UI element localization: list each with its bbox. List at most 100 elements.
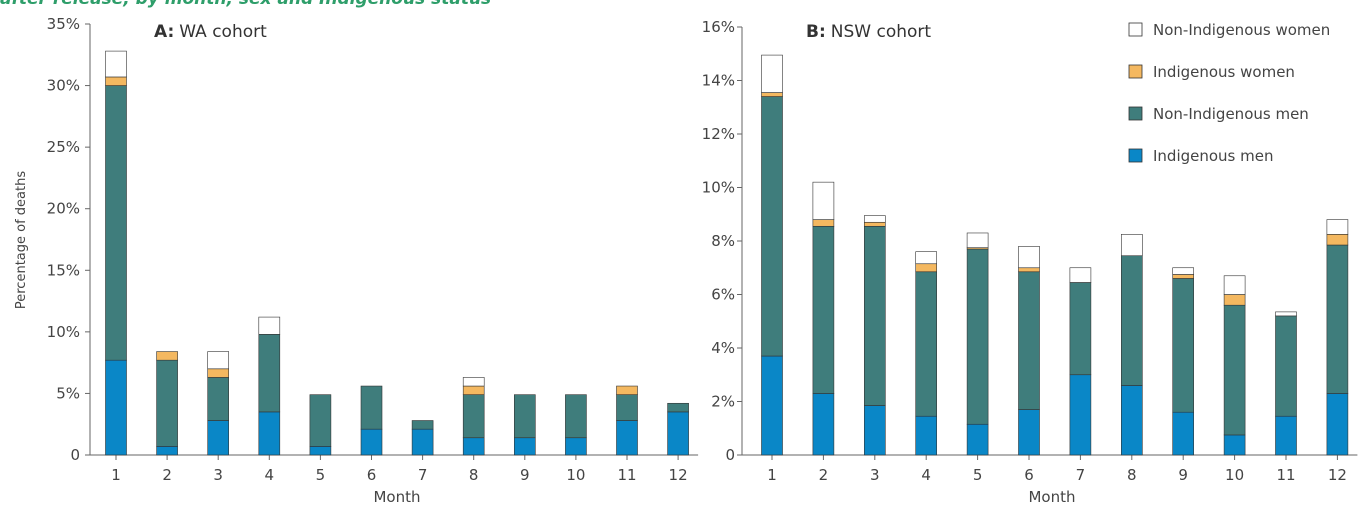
bar-segment-indigenous-women [156, 351, 178, 361]
bar-segment-indigenous-men [105, 359, 127, 456]
bar-segment-indigenous-women [1223, 294, 1246, 306]
x-tick-label-a: 1 [111, 466, 121, 484]
bar-segment-indigenous-men [616, 420, 638, 456]
bar-segment-non-indigenous-women [1326, 219, 1349, 235]
x-tick-label-b: 5 [973, 466, 983, 484]
bar-segment-non-indigenous-men [565, 394, 587, 439]
bar-segment-non-indigenous-men [513, 394, 536, 439]
bar-segment-non-indigenous-men [258, 334, 281, 413]
x-tick-label-b: 8 [1127, 466, 1137, 484]
bar-segment-non-indigenous-men [761, 96, 783, 357]
bar-segment-non-indigenous-women [462, 377, 485, 387]
bar-segment-indigenous-men [309, 446, 332, 456]
bar-segment-non-indigenous-men [207, 377, 229, 421]
bar-segment-non-indigenous-men [1172, 278, 1194, 413]
legend-label: Indigenous women [1153, 63, 1295, 81]
y-tick-label-a: 20% [47, 200, 80, 218]
panel-a-name: WA cohort [179, 22, 267, 42]
y-tick-label-a: 0 [70, 446, 80, 464]
bar-segment-non-indigenous-men [462, 394, 485, 439]
x-tick-label-b: 7 [1076, 466, 1086, 484]
x-tick-label-b: 6 [1024, 466, 1034, 484]
x-tick-label-a: 10 [566, 466, 585, 484]
legend-swatch-indigenous-women [1128, 64, 1143, 79]
bar-segment-indigenous-men [1069, 374, 1092, 456]
bar-segment-non-indigenous-men [915, 271, 938, 417]
bar-segment-indigenous-men [462, 437, 485, 456]
bar-segment-indigenous-men [863, 405, 886, 456]
bar-segment-indigenous-women [1172, 274, 1194, 279]
bar-segment-indigenous-men [207, 420, 229, 456]
bar-segment-indigenous-men [1223, 434, 1246, 456]
x-tick-label-b: 3 [870, 466, 880, 484]
x-axis-label-b: Month [1028, 488, 1075, 506]
bar-segment-non-indigenous-women [761, 54, 783, 93]
panel-a-letter: A: [154, 22, 174, 42]
x-tick-label-a: 3 [213, 466, 223, 484]
bar-segment-non-indigenous-women [207, 351, 229, 370]
bar-segment-non-indigenous-men [616, 394, 638, 421]
bar-segment-indigenous-men [411, 428, 434, 456]
bar-segment-indigenous-women [915, 263, 938, 273]
bar-segment-indigenous-men [258, 411, 281, 456]
x-tick-label-b: 9 [1178, 466, 1188, 484]
y-tick-label-b: 16% [702, 18, 735, 36]
bar-segment-indigenous-men [915, 415, 938, 456]
x-tick-label-a: 4 [265, 466, 275, 484]
bar-segment-non-indigenous-women [812, 181, 835, 220]
y-tick-label-a: 5% [56, 384, 80, 402]
x-tick-label-b: 10 [1225, 466, 1244, 484]
y-tick-label-b: 2% [711, 393, 735, 411]
bar-segment-non-indigenous-men [1069, 282, 1092, 376]
bar-segment-non-indigenous-men [863, 225, 886, 406]
bar-segment-non-indigenous-men [1223, 304, 1246, 436]
bar-segment-indigenous-women [761, 92, 783, 97]
bar-segment-non-indigenous-women [1018, 246, 1040, 269]
bar-segment-non-indigenous-men [667, 402, 689, 413]
figure-heading: after release, by month, sex and Indigen… [0, 0, 491, 9]
y-axis-label: Percentage of deaths [14, 171, 29, 309]
x-tick-label-b: 1 [767, 466, 777, 484]
panel-b-name: NSW cohort [831, 22, 932, 42]
bar-segment-non-indigenous-men [1275, 315, 1297, 417]
bar-segment-indigenous-men [565, 437, 587, 456]
bar-segment-non-indigenous-women [915, 251, 938, 265]
y-tick-label-b: 10% [702, 179, 735, 197]
bar-segment-non-indigenous-women [105, 50, 127, 78]
bar-segment-indigenous-men [360, 428, 383, 456]
bar-segment-non-indigenous-women [1223, 275, 1246, 295]
x-tick-label-a: 12 [669, 466, 688, 484]
x-tick-label-b: 11 [1276, 466, 1295, 484]
bar-segment-non-indigenous-men [105, 85, 127, 361]
bar-segment-indigenous-women [1018, 267, 1040, 273]
bar-segment-indigenous-men [966, 423, 989, 456]
x-tick-label-a: 8 [469, 466, 479, 484]
legend-swatch-non-indigenous-men [1128, 106, 1143, 121]
x-tick-label-a: 11 [617, 466, 636, 484]
x-tick-label-b: 12 [1328, 466, 1347, 484]
bar-segment-non-indigenous-men [966, 248, 989, 425]
bar-segment-indigenous-women [863, 221, 886, 227]
bar-segment-indigenous-men [156, 446, 178, 456]
bar-segment-non-indigenous-men [812, 225, 835, 394]
x-axis-label-a: Month [373, 488, 420, 506]
y-tick-label-a: 35% [47, 15, 80, 33]
y-tick-label-a: 10% [47, 323, 80, 341]
bar-segment-non-indigenous-women [258, 316, 281, 335]
y-tick-label-a: 30% [47, 77, 80, 95]
bar-segment-non-indigenous-women [1172, 267, 1194, 275]
bar-segment-indigenous-women [616, 385, 638, 395]
y-tick-label-b: 0 [725, 446, 735, 464]
y-tick-label-b: 12% [702, 125, 735, 143]
bar-segment-indigenous-men [1172, 411, 1194, 456]
bar-segment-indigenous-men [812, 393, 835, 456]
x-tick-label-a: 9 [520, 466, 530, 484]
panel-a-title: A: WA cohort [154, 22, 267, 42]
legend-swatch-non-indigenous-women [1128, 22, 1143, 37]
bar-segment-indigenous-women [1326, 234, 1349, 246]
bar-segment-indigenous-women [207, 368, 229, 378]
bar-segment-indigenous-men [1018, 409, 1040, 456]
legend-label: Indigenous men [1153, 147, 1274, 165]
bar-segment-non-indigenous-men [309, 394, 332, 447]
